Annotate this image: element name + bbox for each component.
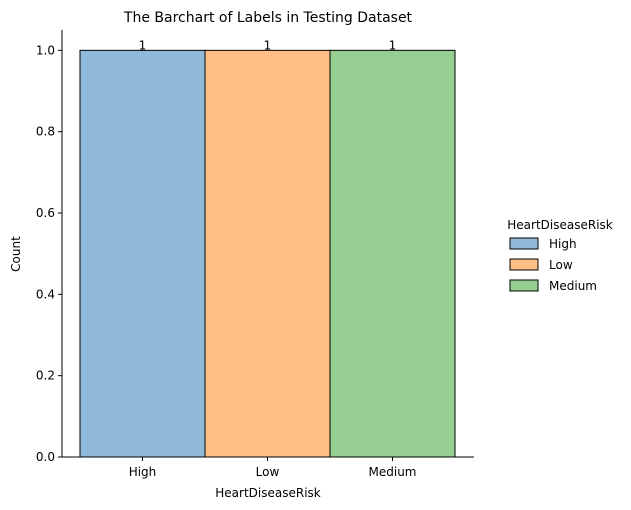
plot-area: 1 High 1 Low 1 Medium 0.0 0.2 0.4 0.6 0.8 1.0	[36, 30, 474, 479]
y-tick-label: 1.0	[36, 43, 55, 57]
data-label-medium: 1	[389, 38, 397, 52]
chart-title: The Barchart of Labels in Testing Datase…	[123, 10, 413, 26]
y-tick-label: 0.4	[36, 287, 55, 301]
legend: HeartDiseaseRisk High Low Medium	[507, 218, 613, 293]
y-tick-label: 0.0	[36, 450, 55, 464]
legend-label-medium: Medium	[549, 279, 597, 293]
legend-title: HeartDiseaseRisk	[507, 218, 613, 232]
y-tick-label: 0.8	[36, 125, 55, 139]
x-tick-label-low: Low	[256, 465, 280, 479]
x-axis-label: HeartDiseaseRisk	[215, 486, 321, 500]
bar-high	[79, 49, 206, 458]
bar-low	[204, 49, 331, 458]
data-label-low: 1	[264, 38, 272, 52]
legend-swatch-medium	[509, 279, 539, 292]
y-tick-label: 0.6	[36, 206, 55, 220]
y-axis-label: Count	[9, 236, 23, 272]
legend-swatch-low	[509, 258, 539, 271]
bar-medium	[329, 49, 456, 458]
legend-label-high: High	[549, 237, 577, 251]
y-tick-label: 0.2	[36, 369, 55, 383]
x-tick-label-high: High	[129, 465, 157, 479]
data-label-high: 1	[139, 38, 147, 52]
legend-swatch-high	[509, 237, 539, 250]
x-tick-label-medium: Medium	[369, 465, 417, 479]
legend-label-low: Low	[549, 258, 573, 272]
